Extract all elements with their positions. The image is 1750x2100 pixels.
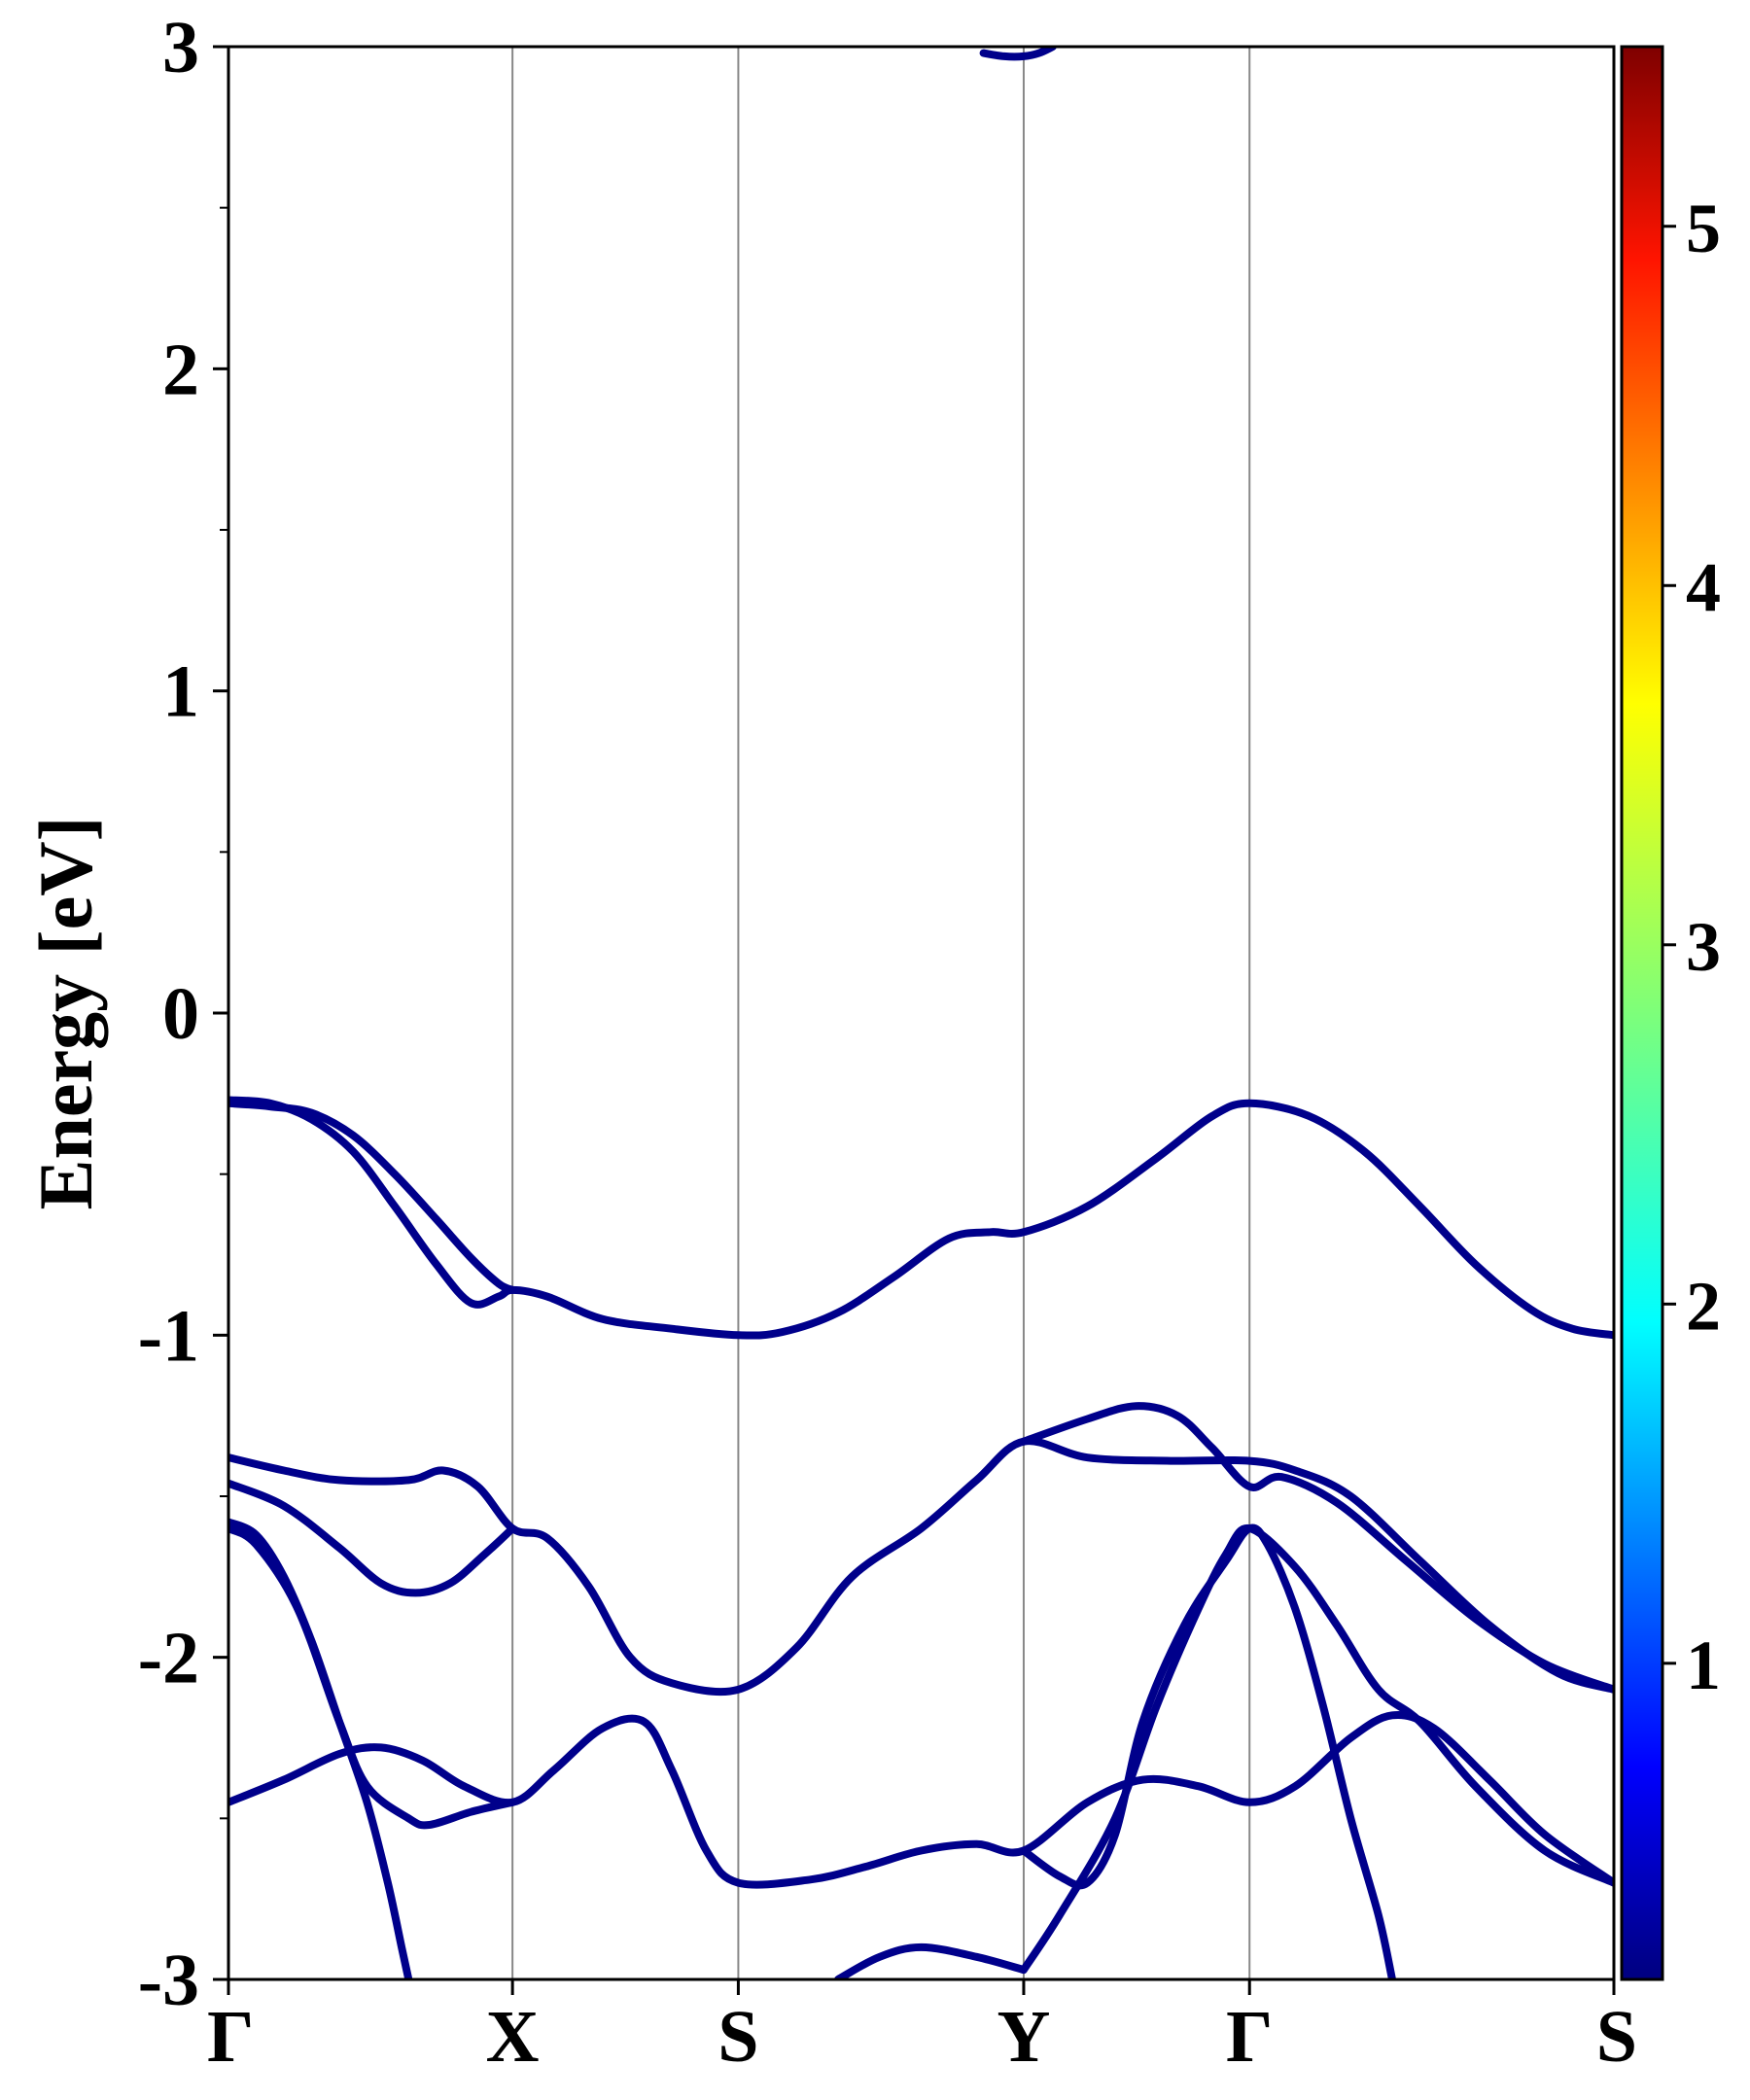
band-line: [979, 47, 1057, 61]
y-tick-label: 2: [162, 329, 199, 410]
high-symmetry-lines: [511, 47, 1251, 1979]
band-line: [228, 1479, 517, 1597]
y-tick-label: 1: [162, 651, 199, 733]
plot-frame: [227, 45, 1616, 1981]
colorbar-axis: 1 2 3 4 5: [1662, 190, 1721, 1704]
colorbar-tick-label: 2: [1686, 1267, 1721, 1345]
y-tick-label: -3: [138, 1940, 199, 2021]
colorbar-tick-label: 4: [1686, 548, 1721, 626]
x-tick-label: S: [718, 1996, 758, 2078]
colorbar-tick-label: 3: [1686, 908, 1721, 986]
bands-group: [228, 47, 1614, 1979]
x-tick-label: S: [1596, 1996, 1637, 2078]
y-axis-label: Energy [eV]: [23, 816, 108, 1209]
band-line: [228, 1099, 517, 1294]
y-tick-label: 0: [162, 973, 199, 1055]
band-line: [228, 1437, 1614, 1697]
band-line: [228, 1524, 517, 1830]
y-tick-label: 3: [162, 7, 199, 88]
y-tick-label: -2: [138, 1618, 199, 1699]
y-axis: 3 2 1 0 -1 -2 -3: [138, 7, 228, 2021]
band-line: [228, 1710, 1614, 1889]
band-line: [1019, 1524, 1614, 1975]
colorbar: [1620, 45, 1664, 1981]
x-tick-label: Y: [998, 1996, 1051, 2078]
colorbar-tick-label: 5: [1686, 190, 1721, 267]
colorbar-tick-label: 1: [1686, 1627, 1721, 1704]
band-line: [228, 1096, 1614, 1340]
x-tick-label: X: [486, 1996, 540, 2078]
x-tick-label: Γ: [207, 1996, 254, 2078]
band-line: [834, 1942, 1028, 1979]
band-line: [1019, 1402, 1614, 1694]
x-tick-label: Γ: [1226, 1996, 1273, 2078]
y-tick-label: -1: [138, 1295, 199, 1377]
